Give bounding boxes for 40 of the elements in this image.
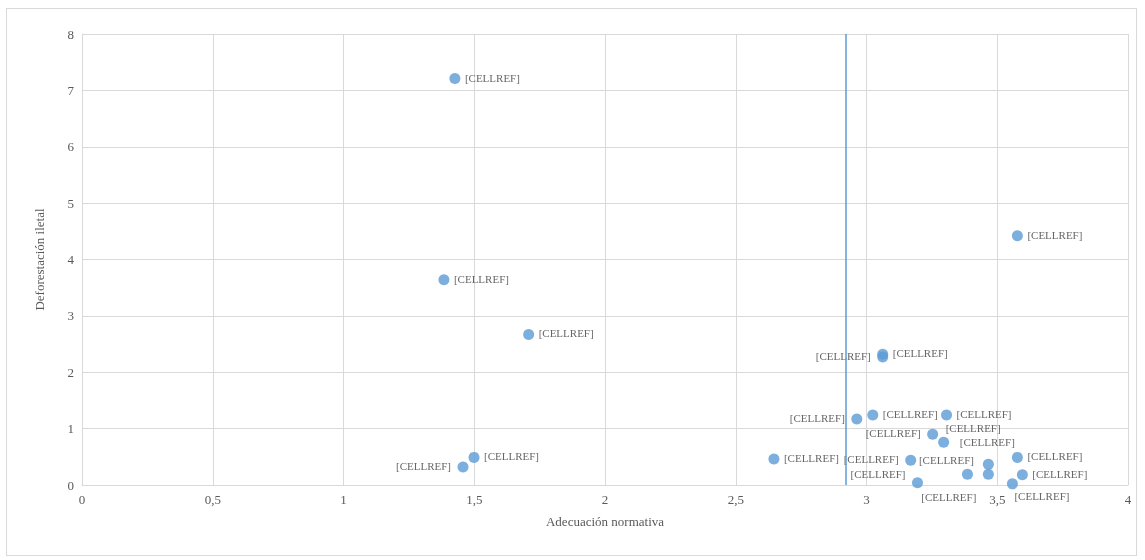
x-tick-label: 1	[340, 492, 347, 507]
data-label: [CELLREF]	[959, 435, 1015, 448]
x-tick-label: 2	[601, 492, 609, 507]
x-tick-label: 3	[863, 492, 870, 507]
data-label: [CELLREF]	[1027, 450, 1083, 463]
data-label: [CELLREF]	[453, 272, 509, 285]
y-tick-label: 6	[67, 139, 75, 155]
data-label: [CELLREF]	[483, 450, 539, 463]
data-label: [CELLREF]	[464, 71, 520, 84]
y-axis-title: Deforestación iletal	[32, 208, 47, 311]
data-label: [CELLREF]	[1027, 228, 1083, 241]
data-label: [CELLREF]	[882, 408, 938, 421]
x-tick-label: 3,5	[989, 492, 1006, 507]
y-tick-label: 8	[67, 26, 74, 42]
x-tick-label: 0,5	[204, 492, 221, 507]
y-tick-label: 5	[67, 195, 74, 211]
data-label: [CELLREF]	[865, 427, 921, 440]
data-label: [CELLREF]	[918, 453, 974, 466]
data-label: [CELLREF]	[789, 412, 845, 425]
y-tick-label: 1	[67, 421, 74, 437]
y-tick-label: 4	[67, 252, 75, 267]
y-tick-label: 3	[67, 308, 74, 324]
data-label: [CELLREF]	[892, 347, 948, 360]
data-label: [CELLREF]	[921, 491, 977, 504]
data-label: [CELLREF]	[783, 452, 839, 465]
x-axis-title: Adecuación normativa	[545, 514, 665, 529]
x-tick-label: 0	[78, 492, 86, 507]
x-tick-label: 1,5	[466, 492, 483, 507]
data-label: [CELLREF]	[850, 467, 906, 480]
data-label: [CELLREF]	[538, 327, 594, 340]
data-label: [CELLREF]	[945, 421, 1001, 434]
y-tick-label: 7	[67, 82, 75, 98]
data-label: [CELLREF]	[1032, 467, 1088, 480]
x-tick-label: 2,5	[727, 492, 744, 507]
y-tick-label: 0	[67, 477, 74, 493]
data-label: [CELLREF]	[396, 459, 452, 472]
data-label: [CELLREF]	[956, 408, 1012, 421]
data-label: [CELLREF]	[1014, 490, 1070, 503]
x-tick-label: 4	[1124, 492, 1132, 507]
y-tick-label: 2	[67, 364, 74, 380]
